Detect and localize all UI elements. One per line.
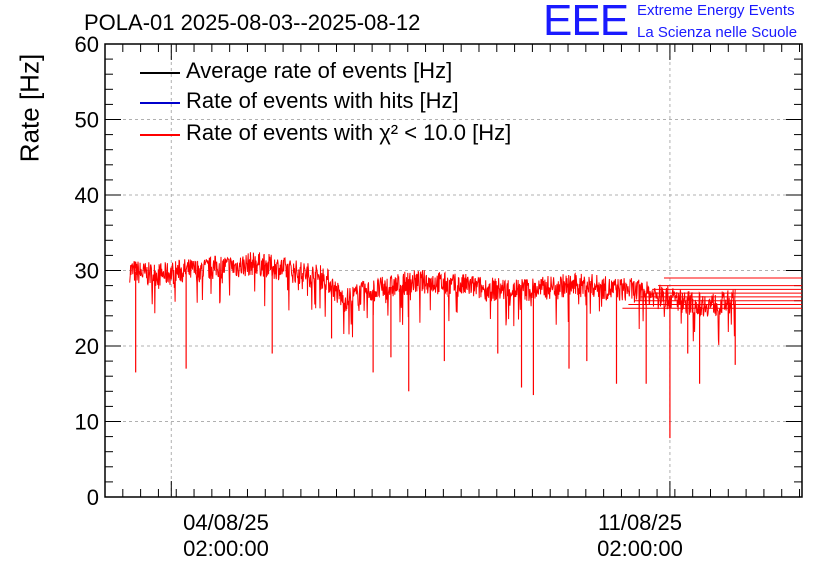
legend-label-average: Average rate of events [Hz] [186,58,453,83]
legend-item-average: Average rate of events [Hz] [140,58,600,86]
legend-swatch-chi2 [140,134,180,136]
x-tick-label-0-date: 04/08/25 [183,510,269,535]
y-tick-label-0: 0 [87,485,99,510]
legend-label-hits: Rate of events with hits [Hz] [186,88,459,113]
x-tick-label-0-time: 02:00:00 [183,536,269,561]
logo-line-1: Extreme Energy Events [637,2,795,19]
y-tick-label-5: 50 [75,108,99,133]
legend-label-chi2: Rate of events with χ² < 10.0 [Hz] [186,120,512,145]
x-tick-label-0: 04/08/25 02:00:00 [183,510,269,562]
x-tick-label-1: 11/08/25 02:00:00 [597,510,683,562]
legend-swatch-average [140,72,180,74]
y-tick-label-6: 60 [75,32,99,57]
x-tick-label-1-time: 02:00:00 [597,536,683,561]
legend-swatch-hits [140,102,180,104]
legend-item-chi2: Rate of events with χ² < 10.0 [Hz] [140,120,600,148]
x-tick-label-1-date: 11/08/25 [597,510,683,535]
y-axis-label: Rate [Hz] [14,53,45,163]
series-chi2-line [129,252,736,346]
eee-logo: EEE [543,0,629,45]
legend-item-hits: Rate of events with hits [Hz] [140,88,600,116]
y-tick-label-2: 20 [75,334,99,359]
logo-line-2: La Scienza nelle Scuole [637,24,798,41]
y-tick-label-3: 30 [75,259,99,284]
y-tick-label-1: 10 [75,410,99,435]
chart-title: POLA-01 2025-08-03--2025-08-12 [84,10,421,35]
y-tick-label-4: 40 [75,183,99,208]
